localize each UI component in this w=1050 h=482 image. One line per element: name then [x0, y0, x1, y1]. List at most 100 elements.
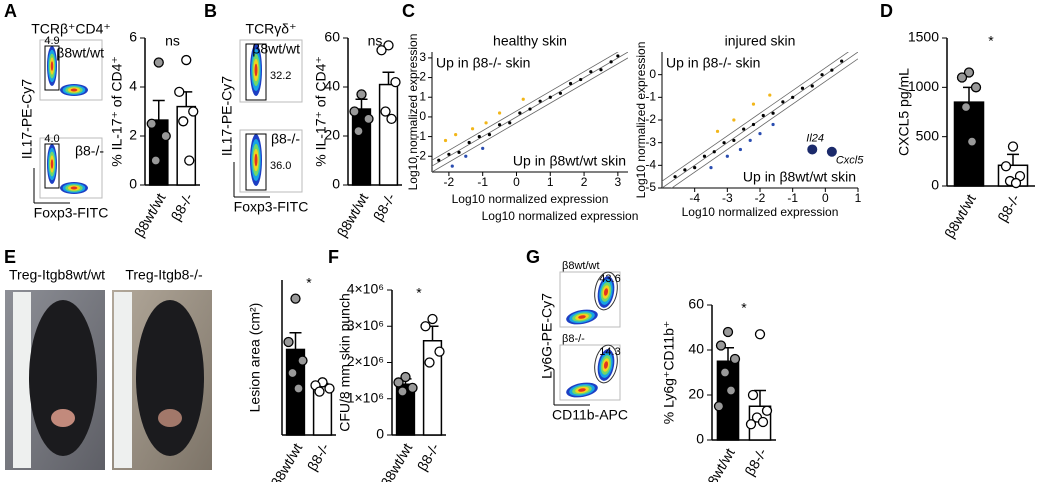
data-point [181, 54, 192, 66]
x-tick-label: -1 [477, 175, 488, 189]
data-point [747, 389, 759, 401]
diagonal [432, 57, 628, 172]
y-axis-label: Lesion area (cm²) [247, 303, 263, 413]
data-point [174, 86, 185, 98]
y-axis-label: % IL-17⁺ of CD4⁺ [313, 56, 329, 167]
y-axis-label: CFU/8 mm skin punch [337, 293, 353, 431]
x-tick-label: -1 [787, 191, 798, 205]
category-label: β8-/- [741, 445, 770, 478]
y-tick-label: 60 [688, 296, 704, 312]
gate [245, 133, 267, 191]
data-point [521, 97, 525, 101]
y-tick-label: 0 [419, 109, 426, 123]
data-point [349, 106, 360, 117]
annotation: Up in β8-/- skin [436, 55, 530, 71]
gate-value: 32.2 [270, 70, 291, 82]
category-label: β8wt/wt [378, 440, 416, 482]
y-tick-label: 40 [324, 78, 340, 94]
annotation: * [741, 300, 747, 316]
data-point [725, 385, 737, 396]
data-point [712, 150, 716, 154]
gate [44, 45, 60, 91]
data-point [771, 122, 775, 127]
data-point [146, 118, 157, 129]
gate [245, 43, 267, 101]
data-point [830, 68, 834, 72]
diagonal [432, 52, 619, 161]
panel-letter: C [402, 1, 415, 21]
data-point [464, 154, 468, 158]
data-point [715, 340, 727, 351]
data-point [709, 166, 713, 170]
y-tick-label: 1 [419, 89, 426, 103]
ruler [13, 292, 31, 468]
data-point [487, 133, 492, 137]
data-point [457, 150, 461, 154]
y-tick-label: 3 [419, 50, 426, 64]
y-tick-label: -2 [415, 148, 426, 162]
data-point [826, 146, 837, 157]
bar [378, 83, 399, 186]
data-point [314, 386, 325, 397]
data-point [748, 138, 752, 142]
x-tick-label: 1 [547, 175, 554, 189]
lesion [158, 409, 182, 427]
data-point [738, 147, 743, 152]
annotation: Up in β8wt/wt skin [513, 153, 626, 169]
data-point [407, 382, 418, 394]
data-point [781, 100, 785, 104]
data-point [497, 123, 502, 127]
error-bar [289, 331, 302, 350]
gate-value: 4.9 [44, 35, 59, 47]
panel-letter: E [4, 247, 16, 267]
y-tick-label: -2 [645, 112, 656, 126]
data-point [970, 82, 982, 93]
data-point [956, 72, 968, 83]
plot-label: β8-/- [75, 143, 104, 159]
data-point [548, 95, 552, 99]
y-tick-label: -1 [415, 129, 426, 143]
gate-value: 14.3 [599, 346, 620, 358]
y-tick-label: 3×10⁶ [347, 317, 384, 333]
data-point [390, 76, 401, 88]
data-point [437, 158, 441, 162]
data-point [1010, 177, 1022, 189]
x-tick-label: 0 [513, 175, 520, 189]
density [70, 186, 78, 190]
y-tick-label: -1 [645, 90, 656, 104]
data-point [751, 102, 756, 106]
category-label: β8-/- [414, 440, 443, 473]
photo-label: Treg-Itgb8-/- [125, 267, 203, 283]
density [254, 153, 258, 167]
plot-title: healthy skin [493, 33, 567, 49]
diagonal [662, 52, 849, 182]
data-point [725, 154, 729, 158]
data-point [518, 111, 522, 115]
data-point [579, 77, 583, 82]
panel-letter: B [204, 1, 217, 21]
y-tick-label: 60 [324, 29, 340, 45]
y-axis-label: CXCL5 pg/mL [896, 68, 912, 156]
data-point [589, 70, 593, 74]
data-point [434, 346, 445, 357]
x-tick-label: -3 [722, 191, 733, 205]
annotation: Up in β8wt/wt skin [743, 169, 856, 185]
x-axis-label: Log10 normalized expression [682, 205, 839, 219]
diagonal [432, 52, 628, 167]
data-point [609, 60, 613, 64]
data-point [558, 91, 563, 95]
data-point [693, 166, 697, 170]
density [254, 63, 258, 77]
data-point [287, 367, 298, 379]
annotation: * [416, 285, 422, 301]
y-tick-label: 1000 [908, 78, 939, 94]
data-point [702, 154, 707, 158]
data-point [528, 107, 532, 111]
gate-value: 43.6 [599, 273, 620, 285]
y-tick-label: 0 [332, 176, 340, 192]
x-tick-label: 1 [855, 191, 862, 205]
data-point [1007, 141, 1019, 152]
category-label: β8-/- [994, 191, 1023, 224]
y-tick-label: 6 [129, 29, 137, 45]
